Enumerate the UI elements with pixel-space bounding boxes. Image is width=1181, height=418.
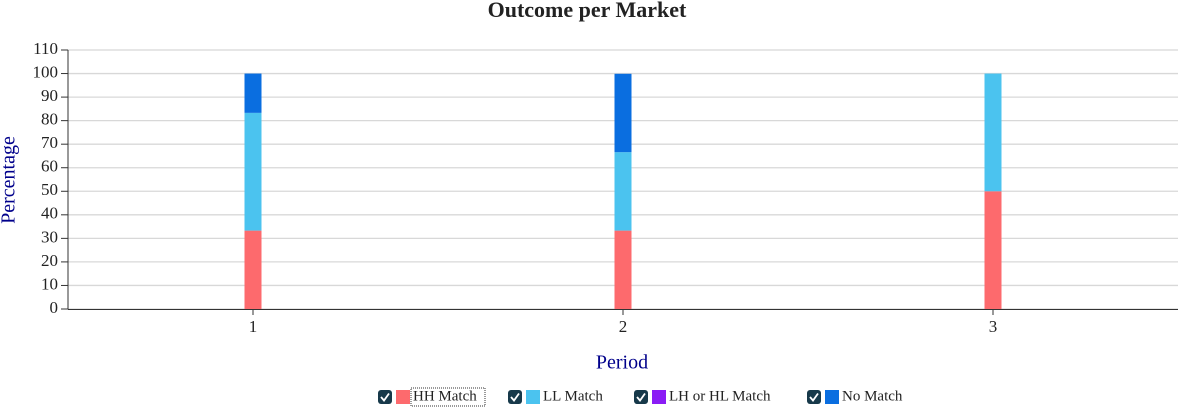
y-tick-label: 50: [41, 180, 58, 199]
bars: 1 2 3: [244, 73, 1002, 336]
y-tick-label: 30: [41, 227, 58, 246]
checkmark: [809, 392, 819, 402]
y-tick-label: 80: [41, 110, 58, 129]
bar-segment: [614, 230, 632, 309]
legend-item[interactable]: HH Match: [378, 387, 486, 407]
legend-item[interactable]: LL Match: [508, 388, 603, 404]
y-tick-label: 20: [41, 251, 58, 270]
bar-segment: [244, 230, 262, 309]
legend-swatch: [652, 390, 666, 404]
y-tick-label: 70: [41, 133, 58, 152]
y-tick-label: 110: [33, 39, 58, 58]
checkmark: [636, 392, 646, 402]
x-tick-label: 2: [619, 317, 628, 336]
legend-item[interactable]: No Match: [807, 388, 903, 404]
legend-swatch: [526, 390, 540, 404]
legend-swatch: [396, 390, 410, 404]
bar-segment: [614, 73, 632, 153]
x-axis-label: Period: [596, 352, 648, 374]
grid: 0 10 20 30 40 50 60 70 80 90 100 110: [33, 39, 1178, 317]
y-tick-label: 90: [41, 86, 58, 105]
checkmark: [510, 392, 520, 402]
focus-outline: [410, 387, 486, 407]
bar-segment: [984, 191, 1002, 309]
legend-label: LH or HL Match: [669, 388, 771, 404]
checkmark: [380, 392, 390, 402]
legend-label: LL Match: [543, 388, 603, 404]
legend-checkbox[interactable]: [634, 390, 648, 404]
legend-checkbox[interactable]: [807, 390, 821, 404]
y-tick-label: 10: [41, 274, 58, 293]
bar-segment: [244, 112, 262, 231]
y-tick-label: 0: [50, 298, 59, 317]
legend-checkbox[interactable]: [508, 390, 522, 404]
legend-checkbox[interactable]: [378, 390, 392, 404]
legend-swatch: [825, 390, 839, 404]
y-tick-label: 60: [41, 157, 58, 176]
y-tick-label: 40: [41, 204, 58, 223]
y-tick-label: 100: [33, 62, 59, 81]
bar-segment: [984, 73, 1002, 192]
x-tick-label: 1: [249, 317, 258, 336]
legend-label: HH Match: [413, 388, 477, 404]
legend-label: No Match: [842, 388, 903, 404]
bar-segment: [614, 152, 632, 231]
chart-title: Outcome per Market: [488, 0, 687, 22]
y-axis-label: Percentage: [0, 136, 20, 224]
legend-item[interactable]: LH or HL Match: [634, 388, 771, 404]
bar-segment: [244, 73, 262, 113]
x-tick-label: 3: [989, 317, 998, 336]
legend: HH Match LL Match LH or HL Match No Match: [378, 387, 903, 407]
